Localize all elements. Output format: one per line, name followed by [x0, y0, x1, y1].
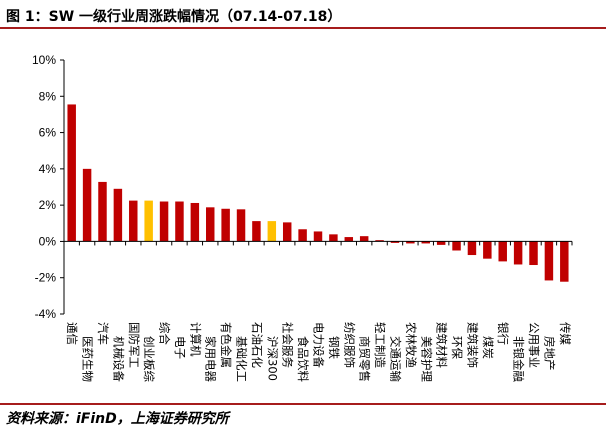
x-tick-label: 电子	[173, 336, 187, 359]
x-tick-label: 汽车	[96, 322, 110, 345]
bar-建筑材料	[436, 241, 446, 245]
bar-综合	[159, 201, 169, 242]
x-tick-label: 公用事业	[527, 322, 541, 368]
x-tick-label: 医药生物	[81, 336, 95, 382]
chart-title: 图 1：SW 一级行业周涨跌幅情况（07.14-07.18）	[6, 9, 342, 25]
y-tick-label: 10%	[32, 53, 56, 67]
x-tick-label: 纺织服饰	[342, 322, 356, 368]
bar-医药生物	[82, 168, 92, 242]
x-tick-label: 基础化工	[235, 336, 249, 382]
bar-家用电器	[206, 207, 215, 242]
x-tick-label: 创业板综	[142, 336, 156, 382]
y-tick-label: 0%	[39, 234, 57, 248]
bar-电子	[175, 201, 184, 242]
y-axis: -4% -2% 0% 2% 4% 6% 8% 10%	[32, 53, 65, 321]
bar-石油石化	[252, 221, 261, 242]
bar-有色金属	[221, 208, 230, 242]
x-tick-label: 交通运输	[388, 336, 402, 382]
y-tick-label: 8%	[39, 89, 57, 103]
x-tick-label: 建筑装饰	[465, 322, 479, 368]
title-bar: 图 1：SW 一级行业周涨跌幅情况（07.14-07.18）	[0, 0, 606, 30]
bar-商贸零售	[359, 236, 369, 242]
bar-沪深300	[267, 221, 277, 242]
bar-钢铁	[329, 234, 338, 242]
y-tick-label: -2%	[35, 271, 57, 285]
bar-纺织服饰	[344, 237, 354, 242]
x-axis	[63, 240, 573, 246]
title-rule	[0, 27, 606, 29]
x-tick-label: 钢铁	[327, 336, 341, 359]
y-tick-label: 2%	[39, 198, 57, 212]
x-tick-label: 国防军工	[127, 322, 141, 368]
bar-非银金融	[513, 241, 523, 265]
bar-汽车	[98, 181, 107, 242]
bar-环保	[452, 241, 461, 251]
x-tick-label: 沪深300	[265, 336, 279, 381]
bar-社会服务	[282, 222, 292, 242]
x-axis-labels: 通信医药生物汽车机械设备 国防军工 创业板综综合电子 计算机 家用电器 有色金属 基础化工石…	[65, 322, 572, 382]
x-tick-label: 机械设备	[111, 336, 125, 382]
bars	[67, 104, 569, 282]
bar-计算机	[190, 202, 200, 242]
x-tick-label: 轻工制造	[373, 322, 387, 368]
x-tick-label: 环保	[450, 336, 464, 359]
x-tick-label: 食品饮料	[296, 336, 310, 382]
x-tick-label: 电力设备	[312, 322, 326, 368]
footer-rule	[0, 403, 606, 405]
bar-创业板综	[144, 200, 153, 242]
bar-美容护理	[421, 241, 430, 244]
x-tick-label: 煤炭	[481, 336, 495, 359]
bar-农林牧渔	[406, 241, 415, 244]
source-note: 资料来源：iFinD，上海证券研究所	[6, 411, 229, 427]
x-tick-label: 家用电器	[204, 336, 218, 382]
bar-房地产	[544, 241, 554, 281]
bar-公用事业	[529, 241, 538, 266]
bar-建筑装饰	[467, 241, 477, 256]
x-tick-label: 计算机	[188, 322, 202, 357]
bar-传媒	[560, 241, 569, 282]
bar-国防军工	[129, 200, 138, 242]
x-tick-label: 石油石化	[250, 322, 264, 368]
bar-通信	[67, 104, 76, 242]
x-tick-label: 社会服务	[281, 322, 295, 368]
x-tick-label: 综合	[158, 322, 172, 345]
x-tick-label: 商贸零售	[358, 336, 372, 382]
bar-交通运输	[390, 241, 400, 243]
x-tick-label: 建筑材料	[435, 322, 449, 368]
y-tick-label: 4%	[39, 162, 57, 176]
x-tick-label: 传媒	[558, 322, 572, 345]
bar-电力设备	[313, 231, 323, 242]
y-tick-label: 6%	[39, 126, 57, 140]
bar-银行	[498, 241, 507, 262]
x-tick-label: 非银金融	[512, 336, 526, 382]
bar-轻工制造	[375, 240, 384, 242]
bar-机械设备	[113, 188, 123, 242]
x-tick-label: 农林牧渔	[404, 322, 418, 368]
x-tick-label: 通信	[65, 322, 79, 345]
bar-煤炭	[483, 241, 492, 259]
x-tick-label: 有色金属	[219, 322, 233, 368]
x-tick-label: 房地产	[542, 336, 556, 371]
x-tick-label: 银行	[496, 322, 510, 345]
bar-食品饮料	[298, 229, 307, 242]
y-tick-label: -4%	[35, 307, 57, 321]
bar-基础化工	[236, 209, 246, 242]
x-tick-label: 美容护理	[419, 336, 433, 382]
